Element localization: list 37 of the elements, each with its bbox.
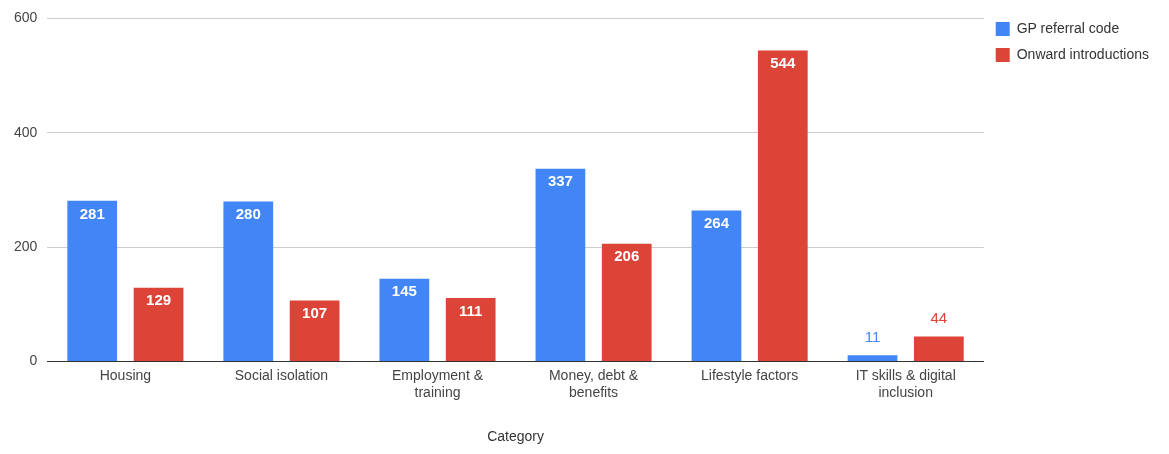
bar bbox=[601, 243, 652, 362]
data-label: 544 bbox=[770, 54, 796, 72]
data-label: 264 bbox=[703, 214, 730, 232]
y-tick-label: 0 bbox=[29, 352, 38, 369]
bar bbox=[691, 210, 742, 362]
legend-label: GP referral code bbox=[1016, 19, 1120, 36]
x-tick-label: Employment & training bbox=[391, 366, 484, 400]
data-label: 280 bbox=[235, 205, 261, 223]
x-axis-title: Category bbox=[487, 428, 544, 445]
data-label: 129 bbox=[146, 291, 172, 309]
legend-label: Onward introductions bbox=[1016, 45, 1150, 62]
bar bbox=[133, 287, 184, 362]
data-label: 281 bbox=[79, 204, 105, 222]
bar bbox=[67, 200, 118, 362]
x-tick-label: Social isolation bbox=[234, 366, 329, 383]
data-label: 206 bbox=[614, 247, 640, 265]
x-tick-label: IT skills & digital inclusion bbox=[855, 366, 956, 400]
y-tick-label: 600 bbox=[14, 9, 38, 26]
bar bbox=[757, 50, 808, 362]
bar bbox=[535, 168, 586, 362]
y-tick-label: 200 bbox=[14, 238, 38, 255]
data-label: 337 bbox=[547, 172, 573, 190]
x-tick-label: Housing bbox=[99, 366, 152, 383]
data-label: 11 bbox=[864, 327, 881, 345]
x-tick-label: Lifestyle factors bbox=[700, 366, 799, 383]
bar bbox=[847, 355, 898, 362]
x-tick-label: Money, debt & benefits bbox=[548, 366, 639, 400]
data-label: 107 bbox=[302, 304, 328, 322]
y-tick-label: 400 bbox=[14, 123, 38, 140]
data-label: 44 bbox=[930, 309, 948, 327]
bar bbox=[223, 201, 274, 362]
data-label: 145 bbox=[391, 282, 417, 300]
bar bbox=[913, 336, 964, 362]
bar bbox=[379, 278, 430, 362]
data-label: 111 bbox=[458, 301, 483, 319]
bar bbox=[445, 298, 496, 362]
bar bbox=[289, 300, 340, 362]
